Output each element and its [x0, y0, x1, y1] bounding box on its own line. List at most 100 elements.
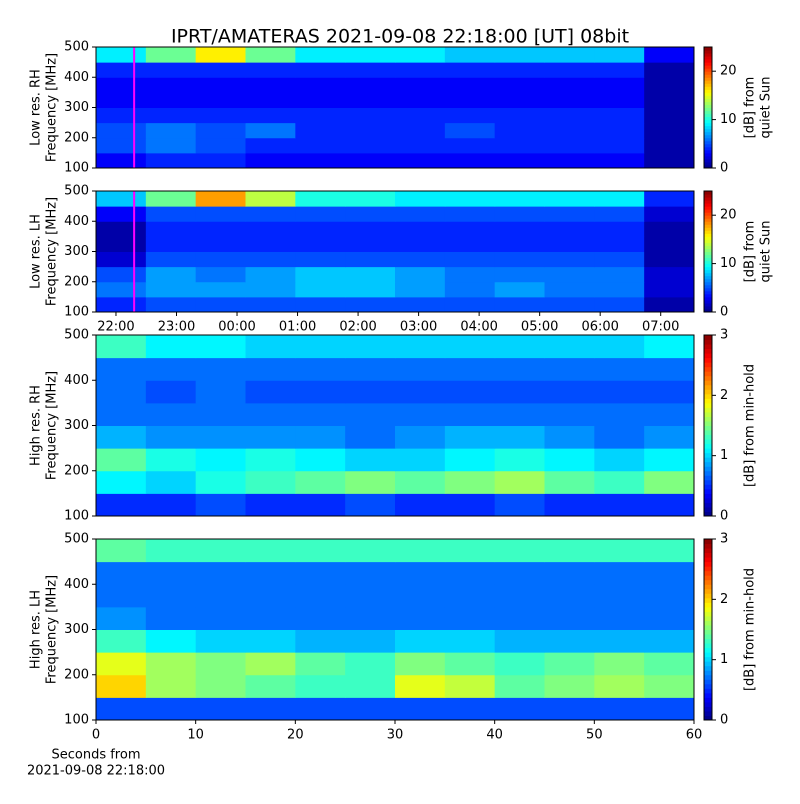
heatmap-cell	[494, 236, 545, 252]
colorbar-swatch	[704, 652, 712, 658]
x-tick-label: 05:00	[521, 320, 558, 335]
heatmap-cell	[96, 335, 147, 359]
colorbar-swatch	[704, 430, 712, 436]
heatmap-cell	[245, 296, 296, 313]
x-tick-label: 03:00	[400, 320, 437, 335]
heatmap-cell	[295, 629, 346, 653]
colorbar-swatch	[704, 230, 712, 234]
colorbar-swatch	[704, 389, 712, 395]
heatmap-cell	[345, 380, 396, 404]
colorbar-swatch	[704, 98, 712, 102]
heatmap-cell	[96, 266, 147, 283]
heatmap-cell	[594, 448, 645, 472]
y-tick-label: 400	[64, 214, 89, 229]
colorbar-label: [dB] from min-hold	[743, 364, 758, 487]
heatmap-cell	[145, 296, 197, 313]
colorbar-swatch	[704, 543, 712, 549]
heatmap-cell	[395, 47, 446, 63]
heatmap-cell	[345, 266, 396, 283]
heatmap-cell	[195, 266, 246, 283]
colorbar-swatch	[704, 416, 712, 422]
heatmap-cell	[494, 606, 545, 630]
heatmap-cell	[444, 221, 496, 237]
heatmap-cell	[395, 402, 446, 426]
heatmap-cell	[145, 47, 197, 63]
heatmap-cell	[644, 561, 695, 585]
heatmap-cell	[145, 493, 197, 517]
colorbar-swatch	[704, 242, 712, 246]
heatmap-cell	[295, 251, 346, 268]
heatmap-cell	[345, 206, 396, 222]
heatmap-cell	[345, 92, 396, 108]
heatmap-cell	[96, 674, 147, 698]
heatmap-cell	[594, 191, 645, 207]
heatmap-cell	[245, 606, 296, 630]
colorbar-swatch	[704, 375, 712, 381]
heatmap-cell	[245, 539, 296, 563]
heatmap-cell	[345, 539, 396, 563]
heatmap-cell	[594, 470, 645, 494]
heatmap-cell	[494, 539, 545, 563]
heatmap-cell	[295, 380, 346, 404]
heatmap-cell	[494, 697, 545, 721]
heatmap-cell	[544, 266, 595, 283]
heatmap-cell	[245, 107, 296, 124]
heatmap-cell	[395, 266, 446, 283]
heatmap-cell	[345, 296, 396, 313]
heatmap-cell	[96, 606, 147, 630]
heatmap-cell	[96, 652, 147, 676]
colorbar-tick-label: 20	[720, 208, 737, 223]
heatmap-cell	[594, 652, 645, 676]
x-tick-label: 06:00	[581, 320, 618, 335]
heatmap-cell	[345, 152, 396, 169]
heatmap-cell	[644, 236, 695, 252]
colorbar-swatch	[704, 461, 712, 467]
colorbar-tick-label: 2	[720, 592, 728, 607]
heatmap-cell	[544, 296, 595, 313]
colorbar-swatch	[704, 101, 712, 105]
colorbar-swatch	[704, 263, 712, 268]
colorbar-frame	[703, 46, 713, 169]
heatmap-cell	[96, 493, 147, 517]
colorbar-swatch	[704, 308, 712, 313]
heatmap-cell	[145, 584, 197, 608]
heatmap-cell	[245, 77, 296, 93]
heatmap-cell	[444, 107, 496, 124]
heatmap-cell	[594, 584, 645, 608]
colorbar-swatch	[704, 209, 712, 213]
colorbar-swatch	[704, 588, 712, 594]
heatmap-cell	[96, 47, 147, 63]
heatmap-cell	[544, 236, 595, 252]
colorbar-swatch	[704, 269, 712, 274]
y-tick-label: 300	[64, 244, 89, 259]
colorbar-swatch	[704, 143, 712, 148]
heatmap-cell	[395, 92, 446, 108]
colorbar-swatch	[704, 56, 712, 60]
heatmap-cell	[594, 629, 645, 653]
heatmap-cell	[594, 335, 645, 359]
chart-title: IPRT/AMATERAS 2021-09-08 22:18:00 [UT] 0…	[171, 26, 629, 48]
colorbar-swatch	[704, 113, 712, 118]
colorbar-swatch	[704, 710, 712, 716]
heatmap-cell	[395, 448, 446, 472]
colorbar-swatch	[704, 80, 712, 84]
heatmap-cell	[544, 561, 595, 585]
heatmap-cell	[145, 206, 197, 222]
heatmap-cell	[395, 122, 446, 139]
heatmap-cell	[444, 606, 496, 630]
colorbar-swatch	[704, 679, 712, 685]
heatmap-cell	[444, 629, 496, 653]
heatmap-cell	[345, 470, 396, 494]
heatmap-cell	[494, 62, 545, 78]
heatmap-cell	[494, 47, 545, 63]
y-tick-label: 100	[64, 305, 89, 320]
colorbar-swatch	[704, 615, 712, 621]
heatmap-cell	[145, 335, 197, 359]
colorbar-swatch	[704, 92, 712, 96]
colorbar-swatch	[704, 104, 712, 108]
colorbar-swatch	[704, 344, 712, 350]
heatmap-cell	[594, 206, 645, 222]
colorbar-swatch	[704, 420, 712, 426]
heatmap-cell	[145, 62, 197, 78]
colorbar-swatch	[704, 357, 712, 363]
